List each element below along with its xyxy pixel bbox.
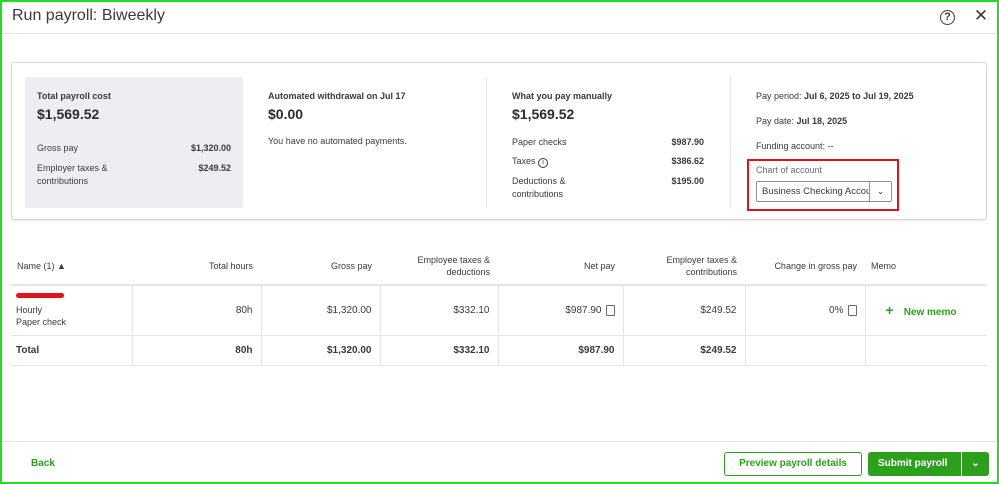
- funding-account: Funding account: --: [756, 141, 834, 151]
- auto-withdrawal-label: Automated withdrawal on Jul 17: [268, 91, 406, 101]
- pay-period-label: Pay period:: [756, 91, 802, 101]
- payroll-summary-card: Total payroll cost $1,569.52 Gross pay $…: [11, 62, 987, 220]
- total-employer: $249.52: [622, 334, 746, 366]
- paper-checks-value: $987.90: [671, 137, 704, 147]
- change-value: 0%: [829, 304, 844, 316]
- total-memo: [864, 334, 987, 366]
- chevron-down-icon[interactable]: ⌄: [869, 182, 891, 201]
- total-label: Total: [11, 334, 133, 366]
- footer: Back Preview payroll details Submit payr…: [2, 441, 997, 482]
- redacted-name: [16, 292, 64, 298]
- deductions-value: $195.00: [671, 176, 704, 186]
- info-icon[interactable]: i: [538, 158, 549, 168]
- payroll-table: Name (1) ▲ Total hours Gross pay Employe…: [11, 248, 987, 366]
- col-change-gross: Change in gross pay: [745, 248, 865, 286]
- employee-taxes-cell: $332.10: [379, 284, 499, 336]
- total-amount: $1,569.52: [37, 106, 100, 122]
- auto-withdrawal-note: You have no automated payments.: [268, 136, 407, 146]
- deductions-label-2: contributions: [512, 189, 564, 199]
- taxes-value: $386.62: [671, 156, 704, 166]
- manual-label: What you pay manually: [512, 91, 613, 101]
- chart-of-account-value: Business Checking Account: [762, 186, 869, 197]
- chart-of-account-label: Chart of account: [756, 165, 823, 175]
- taxes-label: Taxes i: [512, 155, 549, 168]
- total-net: $987.90: [497, 334, 624, 366]
- new-memo-button[interactable]: + New memo: [864, 284, 987, 336]
- deductions-label: Deductions &: [512, 176, 566, 186]
- total-label: Total payroll cost: [37, 91, 111, 101]
- taxes-text: Taxes: [512, 156, 536, 166]
- col-total-hours: Total hours: [132, 248, 261, 286]
- employer-taxes-value: $249.52: [198, 163, 231, 173]
- page-title: Run payroll: Biweekly: [12, 7, 165, 24]
- employer-taxes-label-2: contributions: [37, 176, 89, 186]
- chart-of-account-select[interactable]: Business Checking Account ⌄: [756, 181, 892, 202]
- chevron-down-icon[interactable]: ⌄: [961, 452, 989, 476]
- pay-method: Paper check: [16, 316, 67, 327]
- employer-taxes-cell: $249.52: [622, 284, 746, 336]
- col-net-pay: Net pay: [498, 248, 623, 286]
- col-memo: Memo: [865, 248, 987, 286]
- employer-taxes-label: Employer taxes &: [37, 163, 108, 173]
- divider: [730, 77, 731, 208]
- pay-date: Pay date: Jul 18, 2025: [756, 115, 847, 128]
- new-memo-label: New memo: [903, 307, 957, 319]
- hours-cell[interactable]: 80h: [131, 284, 262, 336]
- col-name[interactable]: Name (1) ▲: [11, 248, 132, 286]
- table-row: Hourly Paper check 80h $1,320.00 $332.10 …: [11, 284, 987, 336]
- close-icon[interactable]: ✕: [973, 6, 989, 25]
- gross-cell: $1,320.00: [260, 284, 381, 336]
- col-employee-taxes: Employee taxes & deductions: [380, 248, 498, 286]
- chart-of-account-highlight: Chart of account Business Checking Accou…: [747, 159, 899, 211]
- net-pay-cell: $987.90: [497, 284, 624, 336]
- pay-period-value: Jul 6, 2025 to Jul 19, 2025: [804, 91, 914, 101]
- header: Run payroll: Biweekly ? ✕: [2, 2, 997, 34]
- gross-pay-label: Gross pay: [37, 143, 79, 153]
- preview-payroll-button[interactable]: Preview payroll details: [724, 452, 862, 476]
- plus-icon: +: [885, 302, 894, 319]
- paper-checks-label: Paper checks: [512, 137, 567, 147]
- divider: [486, 77, 487, 208]
- auto-withdrawal-amount: $0.00: [268, 106, 304, 122]
- submit-label: Submit payroll: [878, 458, 948, 469]
- pay-date-value: Jul 18, 2025: [796, 116, 848, 126]
- total-gross: $1,320.00: [260, 334, 381, 366]
- paystub-preview-icon[interactable]: [605, 304, 615, 316]
- manual-amount: $1,569.52: [512, 106, 575, 122]
- preview-icon[interactable]: [847, 304, 857, 316]
- gross-pay-value: $1,320.00: [190, 143, 231, 153]
- total-hours: 80h: [131, 334, 262, 366]
- pay-period: Pay period: Jul 6, 2025 to Jul 19, 2025: [756, 90, 914, 103]
- change-cell: 0%: [744, 284, 866, 336]
- pay-type: Hourly: [16, 304, 43, 315]
- total-change: [744, 334, 866, 366]
- table-header-row: Name (1) ▲ Total hours Gross pay Employe…: [11, 248, 987, 286]
- col-employer-taxes: Employer taxes & contributions: [623, 248, 745, 286]
- help-icon[interactable]: ?: [940, 10, 955, 25]
- back-button[interactable]: Back: [31, 458, 55, 469]
- total-payroll-cost-panel: Total payroll cost $1,569.52 Gross pay $…: [25, 77, 243, 208]
- submit-payroll-button[interactable]: Submit payroll ⌄: [868, 452, 989, 476]
- employee-cell: Hourly Paper check: [11, 284, 133, 336]
- total-row: Total 80h $1,320.00 $332.10 $987.90 $249…: [11, 334, 987, 366]
- total-employee-taxes: $332.10: [379, 334, 499, 366]
- net-pay-value: $987.90: [565, 304, 602, 316]
- pay-date-label: Pay date:: [756, 116, 795, 126]
- col-gross-pay: Gross pay: [261, 248, 380, 286]
